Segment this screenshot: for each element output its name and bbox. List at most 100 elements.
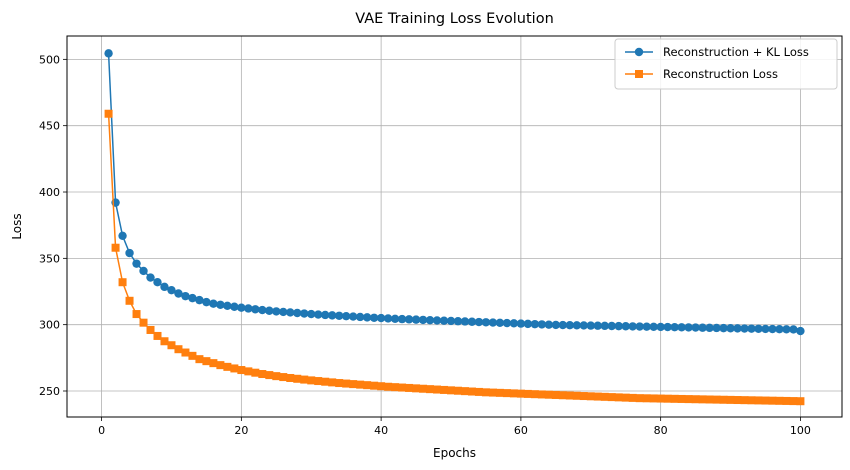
x-tick-label: 0 — [98, 424, 105, 437]
data-point — [216, 300, 225, 309]
data-point — [726, 324, 735, 333]
data-point — [125, 248, 134, 258]
data-point — [279, 373, 288, 382]
data-point — [565, 320, 575, 330]
data-point — [209, 299, 218, 308]
data-point — [293, 308, 302, 318]
data-point — [670, 394, 679, 403]
data-point — [439, 316, 449, 325]
data-point — [376, 313, 386, 323]
data-point — [775, 396, 784, 405]
data-point — [348, 312, 358, 321]
data-point — [293, 374, 302, 383]
y-tick-label: 350 — [39, 252, 60, 265]
data-point — [307, 309, 316, 319]
data-point — [265, 371, 274, 380]
data-point — [118, 231, 127, 240]
y-tick-label: 300 — [39, 319, 60, 332]
data-point — [272, 307, 281, 316]
data-point — [453, 317, 463, 326]
data-point — [761, 324, 770, 334]
data-point — [432, 316, 442, 325]
data-point — [747, 324, 756, 333]
data-point — [607, 393, 616, 402]
data-point — [740, 324, 749, 333]
data-point — [391, 383, 400, 392]
data-point — [705, 323, 714, 333]
data-point — [146, 325, 155, 334]
data-point — [642, 394, 651, 403]
data-point — [544, 320, 554, 329]
x-tick-label: 20 — [234, 424, 248, 437]
data-point — [579, 321, 588, 330]
y-tick-label: 500 — [39, 53, 60, 66]
data-point — [425, 315, 435, 325]
data-point — [202, 297, 211, 307]
y-tick-label: 250 — [39, 385, 60, 398]
data-point — [663, 322, 672, 332]
data-point — [607, 321, 616, 331]
grid-lines — [67, 36, 842, 417]
data-point — [383, 314, 393, 323]
data-point — [447, 386, 456, 395]
data-point — [747, 396, 756, 405]
data-point — [635, 394, 644, 403]
data-point — [272, 372, 281, 381]
data-point — [146, 273, 155, 282]
data-point — [516, 389, 525, 398]
data-point — [600, 321, 609, 331]
data-point — [230, 364, 239, 373]
data-point — [433, 385, 442, 394]
data-point — [782, 396, 791, 405]
data-point — [314, 310, 323, 319]
legend-marker — [634, 47, 644, 57]
data-point — [356, 380, 365, 389]
data-point — [349, 380, 358, 389]
data-point — [104, 109, 113, 118]
data-point — [300, 309, 309, 318]
data-point — [419, 384, 428, 393]
data-point — [195, 355, 204, 364]
data-point — [698, 395, 707, 404]
data-point — [705, 395, 714, 404]
legend-label: Reconstruction Loss — [663, 67, 778, 81]
data-point — [160, 337, 169, 346]
data-point — [733, 396, 742, 405]
series-2 — [104, 109, 805, 406]
data-point — [188, 293, 197, 303]
data-point — [733, 324, 742, 333]
data-point — [754, 396, 763, 405]
data-point — [440, 385, 449, 394]
x-tick-label: 60 — [514, 424, 528, 437]
data-point — [474, 317, 484, 327]
legend-label: Reconstruction + KL Loss — [663, 45, 809, 59]
data-point — [125, 296, 134, 305]
data-point — [614, 393, 623, 402]
data-point — [167, 341, 176, 350]
data-point — [523, 319, 533, 329]
data-point — [334, 311, 344, 320]
data-point — [761, 396, 770, 405]
data-point — [635, 322, 644, 331]
data-point — [586, 321, 595, 330]
data-point — [789, 325, 798, 334]
plot-area — [67, 36, 842, 417]
data-point — [565, 391, 574, 400]
data-point — [230, 302, 239, 311]
data-point — [132, 310, 141, 319]
x-tick-label: 80 — [654, 424, 668, 437]
data-point — [684, 323, 693, 332]
data-point — [167, 285, 176, 295]
data-point — [418, 315, 428, 325]
data-point — [572, 321, 581, 330]
series-1 — [104, 49, 805, 336]
data-point — [258, 305, 267, 315]
data-point — [698, 323, 707, 332]
chart-title: VAE Training Loss Evolution — [355, 11, 554, 27]
data-point — [286, 373, 295, 382]
data-point — [558, 391, 567, 400]
data-point — [663, 394, 672, 403]
data-point — [460, 387, 469, 396]
data-point — [195, 295, 204, 305]
data-point — [341, 311, 351, 321]
